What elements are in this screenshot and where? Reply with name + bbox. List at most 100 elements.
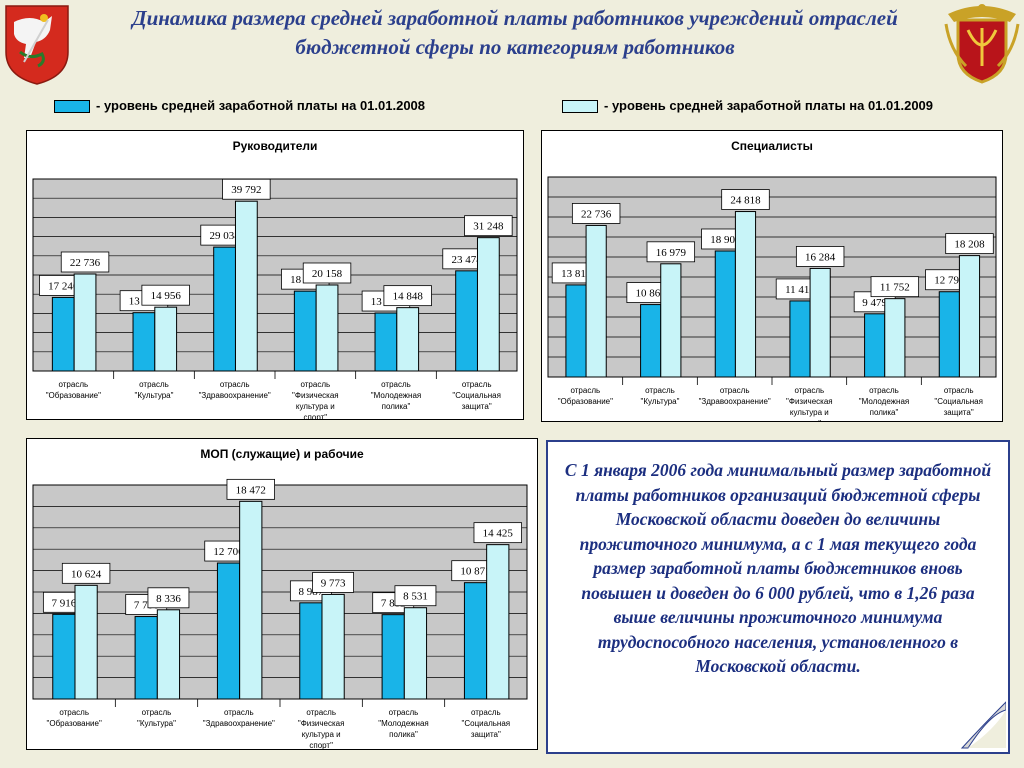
- data-label: 22 736: [581, 208, 612, 220]
- data-label: 16 979: [656, 247, 687, 259]
- chart-panel-managers: Руководители отрасль "Образование" отрасль…: [26, 130, 524, 420]
- moscow-oblast-coat-of-arms-icon: [0, 0, 74, 86]
- bar-2009: [74, 584, 98, 700]
- category-label: отрасль "Здравоохранение": [203, 708, 275, 728]
- data-label-box: [473, 522, 522, 544]
- data-label-box: [945, 233, 994, 255]
- bar-2008: [463, 582, 488, 700]
- data-label: 11 752: [880, 282, 910, 294]
- data-label-box: [147, 587, 190, 609]
- data-label-box: [60, 251, 110, 273]
- bar-2009: [239, 500, 263, 700]
- bar-2008: [132, 312, 156, 372]
- bar-2008: [455, 270, 478, 372]
- data-label: 22 736: [70, 257, 101, 269]
- chart-panel-specialists: Специалисты отрасль "Образование" отрасль "…: [541, 130, 1003, 422]
- legend-label-2008: - уровень средней заработной платы на 01…: [96, 98, 426, 113]
- bar-2009: [321, 593, 345, 700]
- data-label: 7 916: [52, 597, 77, 609]
- bar-2008: [52, 613, 76, 700]
- bar-2008: [293, 290, 317, 372]
- data-label-box: [721, 189, 770, 210]
- data-label: 39 792: [231, 184, 261, 196]
- bar-2008: [565, 284, 587, 378]
- data-label: 11 410: [785, 284, 815, 296]
- data-label: 29 034: [209, 230, 240, 242]
- legend-label-2009: - уровень средней заработной платы на 01…: [604, 98, 934, 113]
- bar-2008: [640, 304, 662, 378]
- bar-2008: [216, 562, 241, 700]
- data-label: 12 706: [213, 546, 244, 558]
- bar-2008: [213, 246, 236, 372]
- data-label-box: [870, 276, 920, 298]
- bar-2009: [660, 263, 682, 378]
- bar-2008: [381, 614, 405, 700]
- data-label: 24 818: [730, 195, 761, 207]
- category-label: отрасль "Образование": [47, 708, 102, 728]
- data-label: 18 902: [710, 234, 740, 246]
- data-label: 8 531: [403, 591, 428, 603]
- data-label: 14 848: [393, 291, 424, 303]
- data-label: 17 246: [48, 280, 79, 292]
- data-label: 10 871: [460, 566, 490, 578]
- data-label: 14 956: [151, 290, 182, 302]
- category-label: отрасль "Здравоохранение": [199, 380, 271, 400]
- bar-2008: [714, 250, 736, 378]
- bar-2009: [73, 273, 97, 372]
- data-label: 13 811: [561, 268, 591, 280]
- data-label: 18 208: [954, 239, 985, 251]
- bar-2009: [315, 284, 339, 372]
- category-label: отрасль "Социальная защита": [452, 380, 501, 411]
- bar-2008: [299, 602, 323, 700]
- page-curl-icon: [960, 701, 1006, 749]
- chart-managers: отрасль "Образование" отрасль "Культура" отр…: [32, 178, 518, 419]
- bar-2009: [809, 267, 831, 378]
- data-label: 14 425: [483, 528, 514, 540]
- category-label: отрасль "Культура": [641, 386, 680, 406]
- bar-2009: [958, 255, 981, 378]
- bar-2009: [154, 306, 178, 372]
- legend-swatch-2009: [562, 100, 598, 114]
- bar-2009: [476, 237, 500, 372]
- bar-2009: [486, 544, 510, 700]
- category-label: отрасль "Молодежная полика": [371, 380, 421, 411]
- data-label: 9 773: [321, 577, 346, 589]
- bar-2009: [403, 607, 428, 700]
- data-label-box: [383, 285, 432, 307]
- category-label: отрасль "Культура": [137, 708, 176, 728]
- bar-2008: [134, 616, 158, 700]
- legend-item-2008: - уровень средней заработной платы на 01…: [54, 98, 425, 116]
- data-label: 8 336: [156, 593, 181, 605]
- page-title: Динамика размера средней заработной плат…: [132, 6, 898, 59]
- bar-2009: [734, 211, 757, 378]
- legend-item-2009: - уровень средней заработной платы на 01…: [562, 98, 933, 116]
- category-label: отрасль "Молодежная полика": [378, 708, 428, 739]
- data-label-box: [222, 178, 271, 200]
- legend-swatch-2008: [54, 100, 90, 114]
- data-label: 10 624: [71, 568, 102, 580]
- bar-2009: [884, 298, 906, 378]
- info-note-text: С 1 января 2006 года минимальный размер …: [564, 460, 992, 676]
- data-label-box: [464, 215, 513, 237]
- emblem-icon: [940, 0, 1024, 86]
- bar-2009: [156, 609, 181, 700]
- bar-2008: [864, 313, 886, 378]
- bar-2008: [51, 296, 75, 372]
- data-label: 9 479: [862, 297, 887, 309]
- category-label: отрасль "Культура": [135, 380, 174, 400]
- bar-2009: [234, 200, 258, 372]
- data-label-box: [571, 203, 621, 224]
- data-label-box: [302, 262, 352, 284]
- data-label: 12 790: [934, 275, 965, 287]
- data-label-box: [61, 562, 111, 584]
- data-label-box: [312, 572, 355, 593]
- bar-2008: [938, 291, 960, 378]
- category-label: отрасль "Здравоохранение": [699, 386, 771, 406]
- category-label: отрасль "Молодежная полика": [859, 386, 909, 417]
- data-label: 10 862: [636, 288, 666, 300]
- bar-2009: [585, 224, 607, 378]
- category-label: отрасль "Социальная защита": [934, 386, 983, 417]
- data-label: 18 472: [236, 484, 266, 496]
